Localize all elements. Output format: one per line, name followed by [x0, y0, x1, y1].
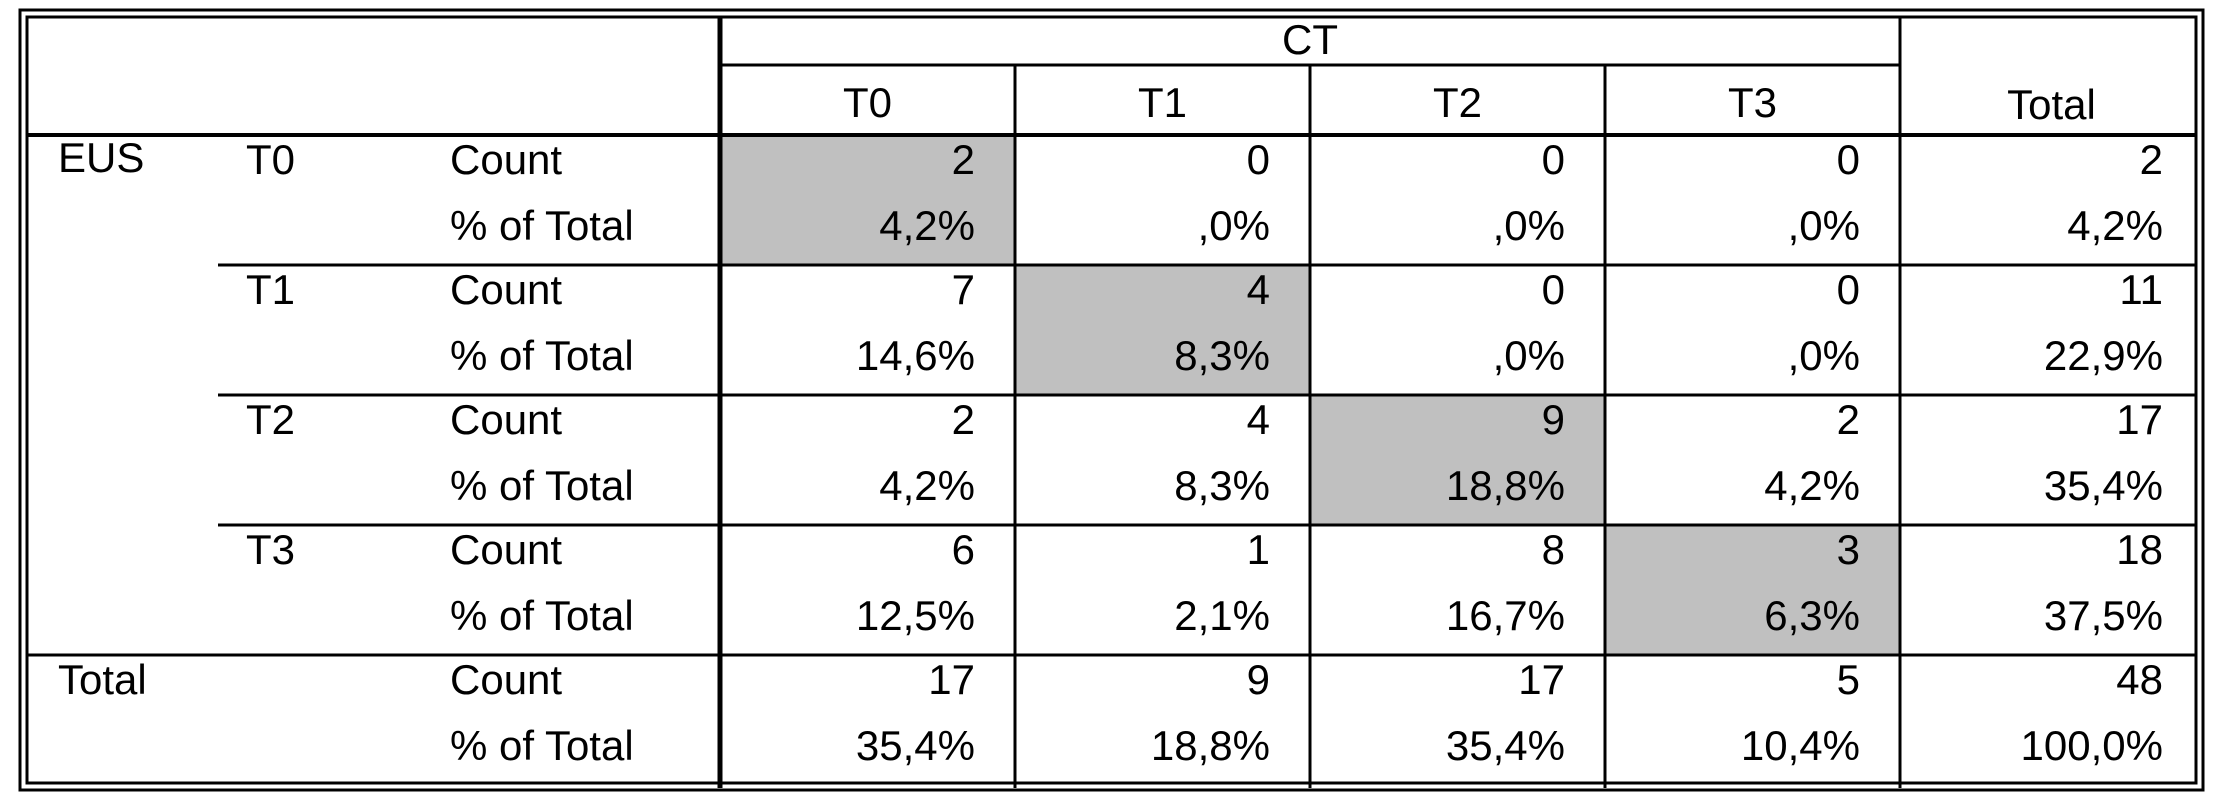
cell-percent: 12,5% [856, 592, 975, 639]
cell-count: 0 [1837, 266, 1860, 313]
cell-count: 0 [1542, 136, 1565, 183]
stat-label-count: Count [450, 266, 562, 313]
cell-percent: ,0% [1198, 202, 1270, 249]
cell-count: 7 [952, 266, 975, 313]
total-cell-count: 17 [928, 656, 975, 703]
cell-count: 11 [2119, 266, 2163, 313]
table-outer-border [18, 8, 2205, 792]
table-inner-border [25, 15, 2198, 785]
row-label-t0: T0 [246, 136, 295, 183]
cell-count: 0 [1837, 136, 1860, 183]
cell-percent: 8,3% [1174, 462, 1270, 509]
cell-count: 6 [952, 526, 975, 573]
cell-percent: 37,5% [2044, 592, 2163, 639]
cell-count: 0 [1247, 136, 1270, 183]
cell-percent: 16,7% [1446, 592, 1565, 639]
cell-count: 4 [1247, 266, 1270, 313]
column-header-t2: T2 [1433, 79, 1482, 126]
cell-percent: 14,6% [856, 332, 975, 379]
total-cell-percent: 100,0% [2021, 722, 2163, 769]
row-label-t3: T3 [246, 526, 295, 573]
row-label-t1: T1 [246, 266, 295, 313]
cell-count: 8 [1542, 526, 1565, 573]
cell-count: 1 [1247, 526, 1270, 573]
cell-percent: 2,1% [1174, 592, 1270, 639]
cell-percent: ,0% [1788, 332, 1860, 379]
cell-count: 2 [952, 136, 975, 183]
diagonal-highlight-cell [720, 135, 1015, 265]
stat-label-percent: % of Total [450, 722, 634, 769]
cell-count: 2 [1837, 396, 1860, 443]
cell-percent: 8,3% [1174, 332, 1270, 379]
total-cell-count: 48 [2116, 656, 2163, 703]
column-header-t3: T3 [1728, 79, 1777, 126]
stat-label-count: Count [450, 656, 562, 703]
cell-percent: ,0% [1493, 332, 1565, 379]
total-cell-percent: 18,8% [1151, 722, 1270, 769]
cell-count: 9 [1542, 396, 1565, 443]
stat-label-count: Count [450, 526, 562, 573]
cell-count: 0 [1542, 266, 1565, 313]
total-cell-percent: 35,4% [1446, 722, 1565, 769]
diagonal-highlight-cell [1015, 265, 1310, 395]
total-cell-percent: 35,4% [856, 722, 975, 769]
cell-count: 17 [2116, 396, 2163, 443]
column-header-t1: T1 [1138, 79, 1187, 126]
cell-count: 3 [1837, 526, 1860, 573]
stat-label-percent: % of Total [450, 462, 634, 509]
stat-label-count: Count [450, 136, 562, 183]
cell-count: 18 [2116, 526, 2163, 573]
cell-count: 2 [952, 396, 975, 443]
cell-percent: 18,8% [1446, 462, 1565, 509]
diagonal-highlight-cell [1605, 525, 1900, 655]
cell-count: 2 [2140, 136, 2163, 183]
cell-percent: 4,2% [879, 462, 975, 509]
cell-count: 4 [1247, 396, 1270, 443]
total-cell-count: 5 [1837, 656, 1860, 703]
cell-percent: ,0% [1788, 202, 1860, 249]
column-header-total: Total [2007, 81, 2096, 128]
total-cell-count: 17 [1518, 656, 1565, 703]
row-label-t2: T2 [246, 396, 295, 443]
cell-percent: 4,2% [1764, 462, 1860, 509]
column-header-t0: T0 [843, 79, 892, 126]
stat-label-percent: % of Total [450, 592, 634, 639]
diagonal-highlight-cell [1310, 395, 1605, 525]
total-cell-percent: 10,4% [1741, 722, 1860, 769]
cell-percent: 22,9% [2044, 332, 2163, 379]
ct-group-label: CT [1282, 16, 1338, 63]
stat-label-count: Count [450, 396, 562, 443]
cell-percent: 4,2% [879, 202, 975, 249]
stat-label-percent: % of Total [450, 202, 634, 249]
cell-percent: ,0% [1493, 202, 1565, 249]
cell-percent: 6,3% [1764, 592, 1860, 639]
total-cell-count: 9 [1247, 656, 1270, 703]
cell-percent: 35,4% [2044, 462, 2163, 509]
row-group-label-eus: EUS [58, 134, 144, 181]
cell-percent: 4,2% [2067, 202, 2163, 249]
stat-label-percent: % of Total [450, 332, 634, 379]
row-label-total: Total [58, 656, 147, 703]
